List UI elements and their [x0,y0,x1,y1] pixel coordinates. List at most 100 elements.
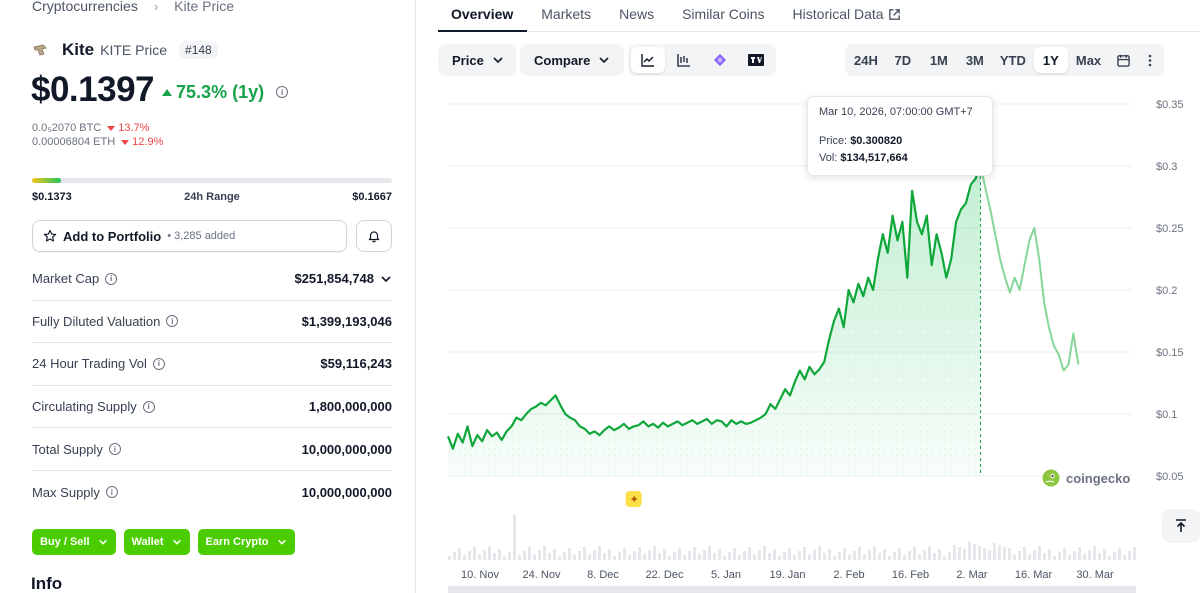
volume-bar [1028,554,1031,560]
star-icon [43,229,57,242]
y-tick-label: $0.25 [1156,223,1184,235]
coin-name: Kite [62,40,95,59]
stat-row-fdv: Fully Diluted Valuation i $1,399,193,046 [32,301,392,344]
volume-bar [1083,554,1086,560]
calendar-button[interactable] [1109,47,1137,73]
candlestick-chart-button[interactable] [667,47,701,73]
more-options-button[interactable] [1139,47,1161,73]
tab-news[interactable]: News [619,6,655,22]
scroll-to-top-button[interactable] [1162,509,1200,543]
tab-overview[interactable]: Overview [438,0,528,32]
line-chart-icon [641,54,654,67]
tab-similar-coins[interactable]: Similar Coins [682,6,765,22]
volume-bar [668,556,671,560]
info-icon[interactable]: i [142,400,155,413]
x-tick-label: 2. Feb [833,569,864,581]
volume-bar [638,547,641,560]
range-max[interactable]: Max [1075,52,1102,68]
volume-bar [533,554,536,560]
down-arrow-icon [121,139,130,145]
event-flag-glyph: ✦ [630,494,639,506]
volume-bar [978,546,981,560]
tab-markets[interactable]: Markets [541,6,592,22]
coin-summary-panel: Cryptocurrencies › Kite Price Kite KITE … [0,0,416,593]
range-ytd[interactable]: YTD [999,52,1026,68]
volume-bar [683,555,686,560]
eth-rate: 0.00006804 ETH 12.9% [32,136,163,148]
calendar-icon [1116,54,1130,67]
portfolio-count: • 3,285 added [167,230,236,242]
stat-row-market-cap: Market Cap i $251,854,748 [32,258,392,301]
volume-bar [583,547,586,560]
stat-value: $59,116,243 [320,356,392,372]
volume-bar [1018,551,1021,560]
range-bar [32,178,392,183]
tab-historical-data[interactable]: Historical Data [779,0,915,32]
volume-bar [903,555,906,560]
volume-bar [983,548,986,560]
arrow-up-to-line-icon [1176,519,1186,532]
volume-bar [918,554,921,560]
price-alert-button[interactable] [356,220,392,252]
volume-bar [788,548,791,560]
volume-bar [1003,547,1006,560]
info-icon[interactable]: i [105,272,118,285]
volume-bar [633,551,636,560]
breadcrumb-root[interactable]: Cryptocurrencies [32,0,138,14]
line-chart-button[interactable] [631,47,665,73]
tradingview-button[interactable] [739,47,773,73]
stat-label: Total Supply [32,441,103,457]
x-tick-label: 5. Jan [711,569,741,581]
volume-bar [498,549,501,560]
stat-label: Max Supply [32,484,100,500]
buy-sell-label: Buy / Sell [40,536,90,548]
range-1y[interactable]: 1Y [1033,47,1068,73]
volume-bar [528,547,531,560]
volume-bar [503,556,506,560]
info-icon[interactable]: i [108,443,121,456]
volume-bar [843,548,846,560]
volume-bar [798,551,801,560]
earn-crypto-button[interactable]: Earn Crypto [197,529,295,555]
volume-bar [838,552,841,560]
info-icon[interactable]: i [105,486,118,499]
volume-bar [1088,550,1091,560]
range-1m[interactable]: 1M [929,52,948,68]
range-3m[interactable]: 3M [965,52,984,68]
volume-bar [643,554,646,560]
range-7d[interactable]: 7D [894,52,912,68]
tooltip-price-value: $0.300820 [850,135,903,147]
current-price: $0.1397 [31,70,155,109]
volume-bar [1023,547,1026,560]
stat-value: 10,000,000,000 [301,484,392,500]
compare-dropdown-label: Compare [534,52,591,68]
y-tick-label: $0.2 [1156,285,1177,297]
candlestick-icon [677,54,690,67]
info-icon[interactable]: i [166,315,179,328]
wallet-button[interactable]: Wallet [123,529,190,555]
buy-sell-button[interactable]: Buy / Sell [32,529,116,555]
volume-bar [1053,556,1056,560]
price-dropdown[interactable]: Price [438,44,516,76]
compare-dropdown[interactable]: Compare [520,44,624,76]
stat-value: $251,854,748 [294,271,374,287]
eth-rate-change-value: 12.9% [132,136,164,148]
tooltip-vol-row: Vol: $134,517,664 [819,152,981,164]
chevron-down-icon[interactable] [380,273,392,285]
price-chart-svg[interactable]: $0.35 $0.3 $0.25 $0.2 $0.15 $0.1 $0.05 10. Nov… [438,86,1200,586]
stats-table: Market Cap i $251,854,748 Fully Diluted V… [32,258,392,514]
x-tick-label: 30. Mar [1076,569,1114,581]
info-icon[interactable]: i [152,357,165,370]
tooltip-price-label: Price: [819,135,848,147]
range-24h[interactable]: 24H [854,52,878,68]
y-tick-label: $0.35 [1156,99,1184,111]
volume-bar [523,551,526,560]
info-icon[interactable]: i [276,86,289,98]
chart-navigator-strip[interactable] [448,586,1136,593]
price-chart[interactable]: $0.35 $0.3 $0.25 $0.2 $0.15 $0.1 $0.05 10. Nov… [438,86,1200,593]
advanced-chart-button[interactable] [703,47,737,73]
volume-bar [923,550,926,560]
add-to-portfolio-label: Add to Portfolio [63,228,162,244]
volume-bar [673,552,676,560]
add-to-portfolio-button[interactable]: Add to Portfolio • 3,285 added [32,220,347,252]
